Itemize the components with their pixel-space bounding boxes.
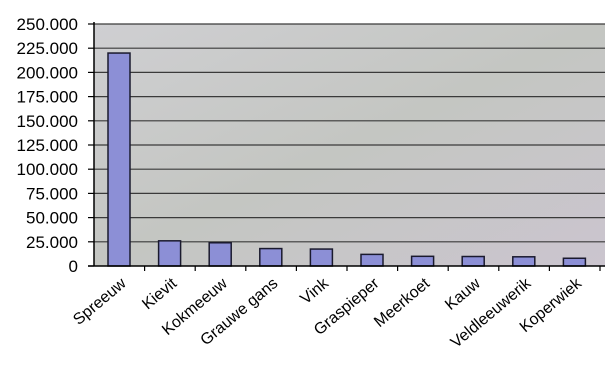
y-tick-label: 25.000: [26, 233, 78, 252]
bar-vink: [309, 248, 334, 267]
y-tick-label: 175.000: [17, 88, 78, 107]
bar-meerkoet: [410, 255, 435, 267]
bar-kokmeeuw: [208, 242, 232, 267]
axes: [88, 22, 605, 271]
bar-veldleeuwerik: [512, 256, 536, 267]
gridlines: [94, 23, 605, 243]
x-tick-label: Vink: [297, 274, 332, 307]
y-tick-label: 200.000: [17, 63, 78, 82]
bar-kievit: [157, 240, 182, 267]
bar-grauwe-gans: [259, 247, 283, 267]
y-tick-label: 0: [69, 257, 78, 276]
x-tick-label: Spreeuw: [70, 275, 130, 329]
bar-spreeuw: [107, 52, 131, 267]
bar-koperwiek: [562, 257, 587, 267]
y-tick-label: 75.000: [26, 184, 78, 203]
bar-graspieper: [360, 253, 384, 267]
y-tick-label: 100.000: [17, 160, 78, 179]
x-tick-label: Kauw: [442, 275, 484, 314]
y-tick-label: 50.000: [26, 209, 78, 228]
y-tick-label: 250.000: [17, 15, 78, 34]
y-tick-label: 125.000: [17, 136, 78, 155]
bar-kauw: [461, 255, 485, 267]
bars: [107, 52, 587, 267]
y-tick-label: 150.000: [17, 112, 78, 131]
y-tick-labels: 0 25.000 50.000 75.000 100.000 125.000 150.000…: [17, 15, 78, 276]
y-tick-label: 225.000: [17, 39, 78, 58]
x-tick-label: Meerkoet: [371, 275, 433, 331]
x-tick-label: Kievit: [139, 275, 180, 314]
